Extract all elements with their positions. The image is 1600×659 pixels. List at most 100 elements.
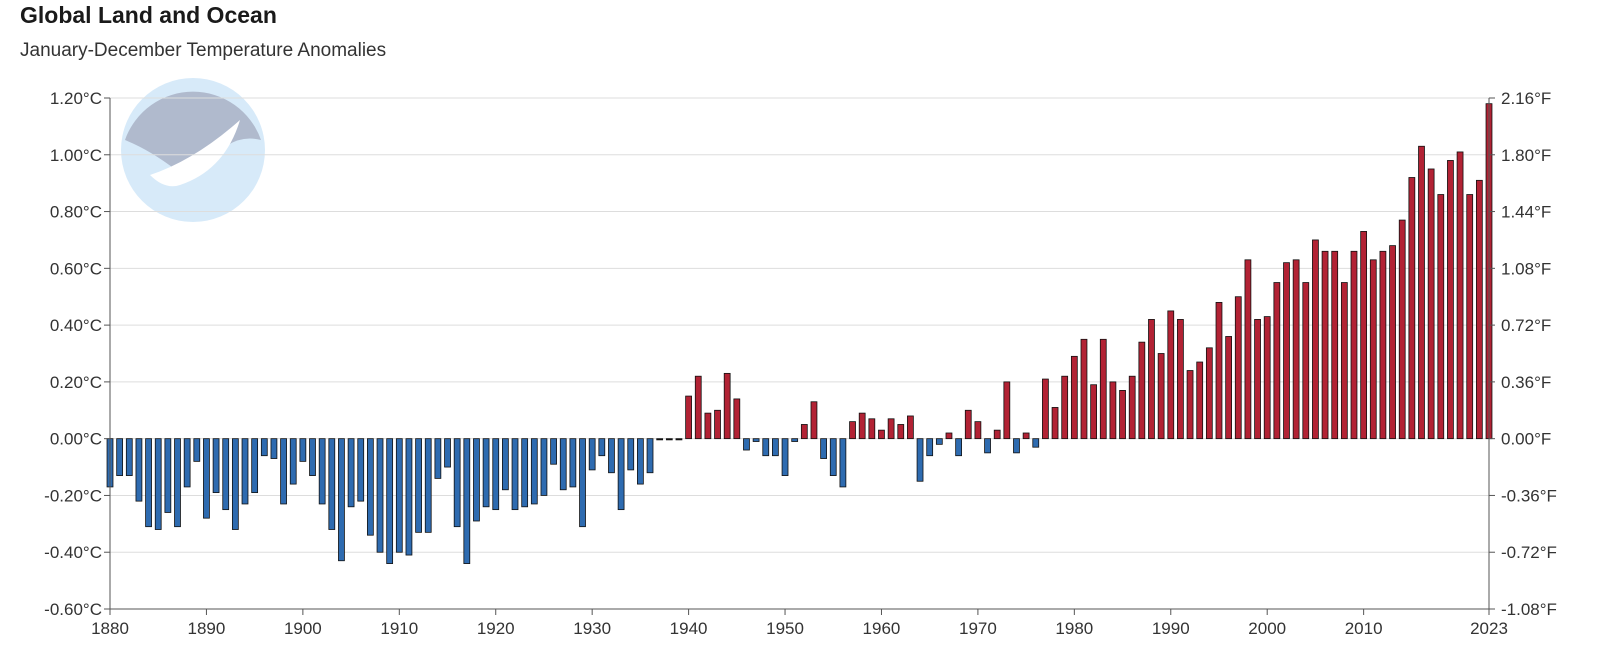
bar-1983: [1099, 338, 1107, 440]
bar-1940: [685, 395, 692, 440]
bar-1906: [357, 438, 365, 502]
bar-1993: [1196, 361, 1204, 440]
bar-1976: [1032, 438, 1040, 448]
y2-tick-label: -1.08°F: [1501, 600, 1557, 619]
bar-1969: [964, 409, 972, 440]
bar-1987: [1138, 341, 1146, 440]
y2-tick-label: 0.00°F: [1501, 430, 1551, 449]
x-tick-label: 1970: [959, 619, 997, 638]
bar-1893: [231, 438, 239, 530]
y2-tick-label: 0.72°F: [1501, 316, 1551, 335]
y-tick-label: 1.00°C: [50, 146, 102, 165]
bar-1998: [1244, 259, 1252, 440]
bar-2000: [1263, 316, 1271, 440]
bar-2009: [1350, 250, 1358, 440]
bar-1948: [762, 438, 770, 457]
bar-2019: [1447, 160, 1454, 440]
bar-2005: [1312, 239, 1319, 440]
bar-1892: [222, 438, 230, 511]
bar-1960: [878, 429, 885, 440]
x-tick-label: 1900: [284, 619, 322, 638]
x-tick-label: 2000: [1248, 619, 1286, 638]
bar-1997: [1234, 296, 1242, 440]
bar-1928: [569, 438, 577, 488]
bar-2010: [1360, 231, 1368, 440]
bar-1968: [955, 438, 962, 457]
bar-1994: [1205, 347, 1213, 440]
bar-2022: [1475, 179, 1483, 440]
bar-1899: [289, 438, 297, 485]
bar-1886: [164, 438, 172, 513]
y2-tick-label: 1.44°F: [1501, 203, 1551, 222]
bar-1946: [743, 438, 750, 451]
bar-1980: [1070, 355, 1078, 440]
bar-1890: [203, 438, 210, 519]
bar-1989: [1157, 353, 1165, 440]
bar-1926: [550, 438, 557, 465]
bar-1981: [1080, 338, 1088, 440]
bar-1992: [1186, 370, 1194, 440]
bar-1889: [193, 438, 201, 462]
bar-1938: [665, 438, 673, 441]
y2-tick-label: 1.08°F: [1501, 259, 1551, 278]
bar-1937: [656, 438, 664, 441]
bar-1914: [434, 438, 442, 479]
bar-1986: [1128, 375, 1136, 440]
bar-2012: [1379, 250, 1387, 440]
bar-1990: [1167, 310, 1175, 440]
bar-1921: [502, 438, 509, 491]
bar-1909: [386, 438, 394, 564]
bar-1885: [154, 438, 162, 530]
bar-1912: [415, 438, 422, 533]
bar-1956: [839, 438, 847, 488]
x-tick-label: 1990: [1152, 619, 1190, 638]
bar-1896: [260, 438, 268, 457]
bar-1917: [463, 438, 471, 564]
bar-1908: [376, 438, 384, 553]
y2-tick-label: -0.36°F: [1501, 486, 1557, 505]
bar-1943: [714, 409, 721, 440]
bar-1903: [328, 438, 336, 530]
bar-1950: [781, 438, 789, 476]
bar-2016: [1418, 145, 1425, 440]
chart-subtitle: January-December Temperature Anomalies: [20, 40, 387, 61]
bar-1925: [540, 438, 548, 496]
x-tick-label: 1930: [573, 619, 611, 638]
bar-1894: [241, 438, 249, 505]
x-tick-label: 1910: [380, 619, 418, 638]
bar-1944: [723, 372, 731, 440]
bar-1966: [935, 438, 943, 445]
bar-2015: [1408, 177, 1416, 440]
bar-2021: [1466, 194, 1474, 440]
bar-1951: [791, 438, 799, 442]
x-tick-label: 1890: [188, 619, 226, 638]
bar-1923: [521, 438, 529, 508]
x-tick-label: 1880: [91, 619, 129, 638]
bar-1897: [270, 438, 278, 459]
bar-2002: [1283, 262, 1290, 440]
bar-1910: [395, 438, 403, 553]
y-tick-label: -0.40°C: [44, 543, 102, 562]
bar-1947: [752, 438, 760, 442]
bar-1895: [251, 438, 259, 494]
bar-1955: [829, 438, 837, 476]
bar-1935: [637, 438, 644, 485]
x-tick-label: 1950: [766, 619, 804, 638]
bar-1881: [116, 438, 124, 476]
bar-1902: [318, 438, 326, 505]
x-tick-label: 2010: [1345, 619, 1383, 638]
bar-1888: [183, 438, 191, 488]
bar-1901: [309, 438, 316, 476]
bar-1924: [530, 438, 538, 505]
bar-2006: [1321, 250, 1329, 440]
bar-1933: [617, 438, 625, 511]
x-tick-label: 1960: [863, 619, 901, 638]
y-tick-label: 0.60°C: [50, 259, 102, 278]
y-tick-label: 0.20°C: [50, 373, 102, 392]
chart-title: Global Land and Ocean: [20, 2, 277, 28]
y2-tick-label: -0.72°F: [1501, 543, 1557, 562]
bar-2011: [1369, 259, 1377, 440]
bar-1884: [145, 438, 152, 528]
bar-1970: [974, 421, 982, 440]
